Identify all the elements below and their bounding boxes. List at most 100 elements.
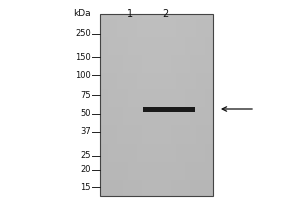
Polygon shape — [165, 14, 168, 196]
Polygon shape — [100, 173, 213, 176]
Polygon shape — [100, 169, 213, 171]
Polygon shape — [100, 103, 213, 105]
Polygon shape — [199, 14, 202, 196]
Polygon shape — [205, 14, 207, 196]
Polygon shape — [100, 160, 213, 162]
Polygon shape — [145, 14, 148, 196]
Polygon shape — [100, 139, 213, 141]
Polygon shape — [100, 71, 213, 73]
Polygon shape — [100, 50, 213, 53]
Polygon shape — [100, 25, 213, 28]
Polygon shape — [100, 135, 213, 137]
Polygon shape — [111, 14, 114, 196]
Polygon shape — [100, 153, 213, 155]
Polygon shape — [114, 14, 117, 196]
Bar — [100, 14, 213, 196]
Polygon shape — [100, 100, 213, 103]
Polygon shape — [188, 14, 190, 196]
Polygon shape — [100, 112, 213, 114]
Polygon shape — [100, 110, 213, 112]
Polygon shape — [100, 64, 213, 66]
Polygon shape — [100, 187, 213, 189]
Polygon shape — [100, 60, 213, 62]
Polygon shape — [100, 132, 213, 135]
Polygon shape — [100, 189, 213, 191]
Polygon shape — [100, 178, 213, 180]
Polygon shape — [148, 14, 151, 196]
Polygon shape — [100, 121, 213, 123]
Polygon shape — [100, 69, 213, 71]
Polygon shape — [193, 14, 196, 196]
Polygon shape — [100, 73, 213, 75]
Polygon shape — [100, 44, 213, 46]
Text: 15: 15 — [80, 182, 91, 192]
Polygon shape — [100, 16, 213, 19]
Text: 250: 250 — [75, 29, 91, 38]
Polygon shape — [100, 23, 213, 25]
Polygon shape — [100, 28, 213, 30]
Polygon shape — [106, 14, 109, 196]
Polygon shape — [202, 14, 205, 196]
Polygon shape — [100, 46, 213, 48]
Polygon shape — [100, 146, 213, 148]
Text: 2: 2 — [162, 9, 168, 19]
Polygon shape — [100, 125, 213, 128]
Polygon shape — [185, 14, 188, 196]
Polygon shape — [100, 141, 213, 144]
Polygon shape — [125, 14, 128, 196]
Polygon shape — [123, 14, 125, 196]
Text: 37: 37 — [80, 128, 91, 136]
Polygon shape — [100, 19, 213, 21]
Text: 25: 25 — [80, 152, 91, 160]
Polygon shape — [117, 14, 120, 196]
Polygon shape — [100, 166, 213, 169]
Polygon shape — [100, 164, 213, 166]
Polygon shape — [100, 94, 213, 96]
Polygon shape — [159, 14, 162, 196]
Polygon shape — [100, 176, 213, 178]
Polygon shape — [100, 114, 213, 116]
Polygon shape — [173, 14, 176, 196]
Polygon shape — [100, 107, 213, 110]
Polygon shape — [120, 14, 123, 196]
Polygon shape — [100, 98, 213, 100]
Polygon shape — [100, 128, 213, 130]
Polygon shape — [137, 14, 140, 196]
Polygon shape — [210, 14, 213, 196]
Polygon shape — [100, 91, 213, 94]
Polygon shape — [100, 82, 213, 85]
Polygon shape — [176, 14, 179, 196]
Polygon shape — [131, 14, 134, 196]
Polygon shape — [100, 53, 213, 55]
Polygon shape — [100, 155, 213, 157]
Polygon shape — [100, 48, 213, 50]
Polygon shape — [100, 116, 213, 119]
Polygon shape — [100, 194, 213, 196]
Polygon shape — [154, 14, 157, 196]
Polygon shape — [151, 14, 154, 196]
Polygon shape — [128, 14, 131, 196]
Bar — [143, 106, 195, 112]
Polygon shape — [168, 14, 171, 196]
Polygon shape — [100, 180, 213, 182]
Polygon shape — [100, 123, 213, 125]
Text: kDa: kDa — [74, 9, 91, 18]
Polygon shape — [100, 85, 213, 87]
Polygon shape — [182, 14, 185, 196]
Polygon shape — [100, 162, 213, 164]
Polygon shape — [100, 119, 213, 121]
Polygon shape — [100, 150, 213, 153]
Polygon shape — [100, 137, 213, 139]
Polygon shape — [100, 80, 213, 82]
Polygon shape — [100, 41, 213, 44]
Polygon shape — [100, 185, 213, 187]
Polygon shape — [100, 32, 213, 34]
Polygon shape — [100, 191, 213, 194]
Polygon shape — [100, 30, 213, 32]
Polygon shape — [179, 14, 182, 196]
Polygon shape — [207, 14, 210, 196]
Polygon shape — [100, 62, 213, 64]
Polygon shape — [100, 34, 213, 37]
Polygon shape — [100, 96, 213, 98]
Polygon shape — [100, 14, 103, 196]
